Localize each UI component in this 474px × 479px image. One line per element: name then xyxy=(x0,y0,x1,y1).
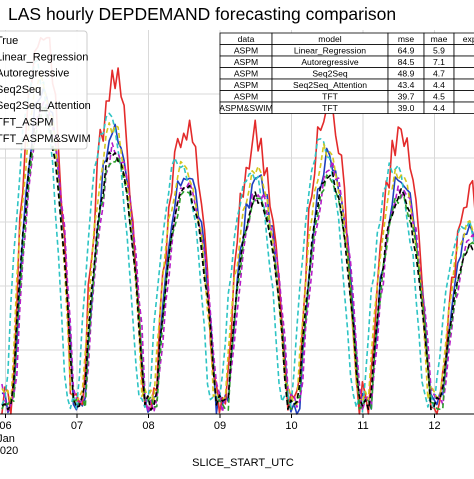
table-header-cell: model xyxy=(318,34,341,44)
x-tick-label: 07 xyxy=(71,420,83,432)
table-cell-text: 4.5 xyxy=(433,91,445,101)
table-cell xyxy=(453,78,474,91)
table-cell-text: Linear_Regression xyxy=(294,45,366,55)
table-cell-text: Seq2Seq xyxy=(312,68,348,78)
x-tick-label: 12 xyxy=(428,420,440,432)
series-line-autoregressive xyxy=(1,59,474,413)
x-tick-label: 09 xyxy=(214,420,226,432)
table-cell-text: 4.4 xyxy=(433,80,445,90)
x-tick-label: 08 xyxy=(142,420,154,432)
table-cell xyxy=(453,101,474,114)
table-cell-text: 48.9 xyxy=(398,68,415,78)
legend-label: Seq2Seq xyxy=(0,84,41,96)
chart-title: LAS hourly DEPDEMAND forecasting compari… xyxy=(8,4,396,24)
table-cell-text: 7.1 xyxy=(433,57,445,67)
table-cell-text: 5.9 xyxy=(433,45,445,55)
table-cell xyxy=(453,32,474,45)
table-header-cell: data xyxy=(238,34,255,44)
table-cell-text: ASPM xyxy=(234,68,258,78)
x-axis: 06 07 08 09 10 11 12 Jan2020 xyxy=(0,413,474,457)
series-line-tft-aspm-swim xyxy=(1,106,474,411)
table-cell-text: ASPM xyxy=(234,80,258,90)
table-cell xyxy=(453,55,474,68)
table-header-cell: mse xyxy=(398,34,414,44)
table-header-cell: mae xyxy=(431,34,448,44)
table-cell-text: ASPM xyxy=(234,91,258,101)
table-cell-text: ASPM&SWIM xyxy=(219,103,272,113)
legend-label: Autoregressive xyxy=(0,68,69,80)
table-cell-text: 64.9 xyxy=(398,45,415,55)
table-cell-text: TFT xyxy=(322,103,338,113)
legend-box xyxy=(0,30,88,150)
table-cell-text: 43.4 xyxy=(398,80,415,90)
table-cell-text: ASPM xyxy=(234,57,258,67)
table-cell-text: Seq2Seq_Attention xyxy=(293,80,367,90)
table-cell-text: 39.0 xyxy=(398,103,415,113)
table-cell-text: 4.7 xyxy=(433,68,445,78)
legend-label: Seq2Seq_Attention xyxy=(0,100,91,112)
table-cell-text: TFT xyxy=(322,91,338,101)
legend-label: TFT_ASPM&SWIM xyxy=(0,133,91,145)
metrics-table: data model mse mae explai ASPM Linear_Regressi… xyxy=(219,32,474,114)
x-tick-label: 10 xyxy=(285,420,297,432)
table-header-cell: explai xyxy=(463,34,474,44)
table-cell-text: Autoregressive xyxy=(301,57,359,67)
x-axis-label: SLICE_START_UTC xyxy=(192,457,294,469)
table-cell xyxy=(453,44,474,57)
x-tick-sublabel: 2020 xyxy=(0,445,18,457)
legend-label: TFT_ASPM xyxy=(0,117,53,129)
legend: True Linear_Regression Autoregressive Seq2S… xyxy=(0,30,91,150)
x-tick-sublabel: Jan xyxy=(0,433,15,445)
legend-label: Linear_Regression xyxy=(0,51,88,63)
series-line-seq2seq xyxy=(1,101,474,413)
series-line-seq2seq-attention xyxy=(1,71,474,405)
legend-label: True xyxy=(0,35,18,47)
table-cell-text: ASPM xyxy=(234,45,258,55)
table-cell-text: 4.4 xyxy=(433,103,445,113)
x-tick-label: 11 xyxy=(357,420,368,432)
table-cell xyxy=(453,90,474,103)
table-cell-text: 84.5 xyxy=(398,57,415,67)
table-cell xyxy=(453,67,474,80)
table-cell-text: 39.7 xyxy=(398,91,415,101)
x-tick-label: 06 xyxy=(0,420,12,432)
